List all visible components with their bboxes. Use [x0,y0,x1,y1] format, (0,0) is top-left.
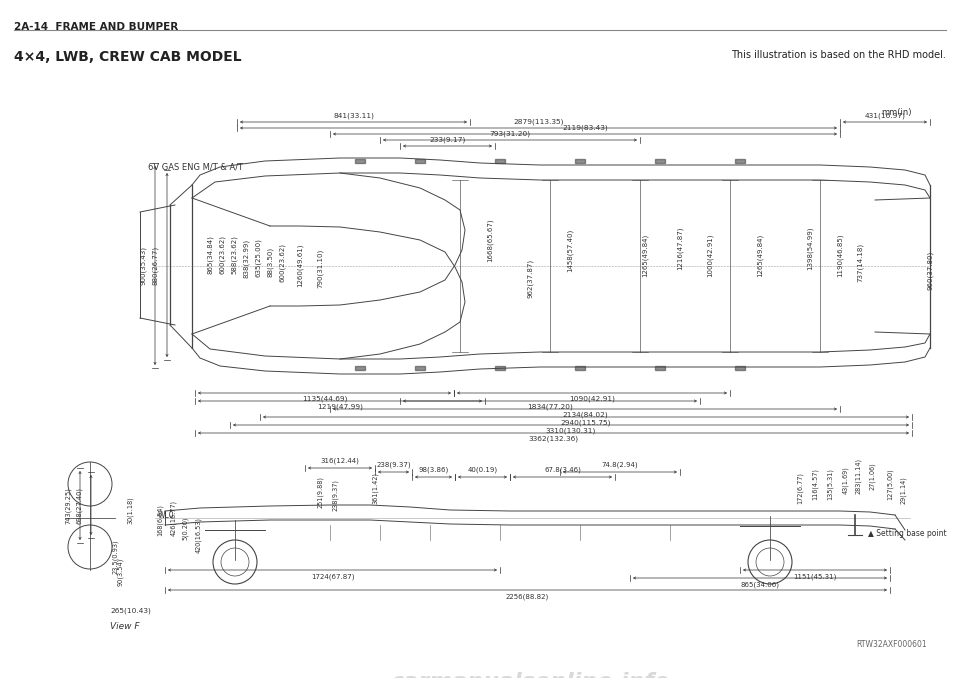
Text: 98(3.86): 98(3.86) [419,466,448,473]
Text: 2134(84.02): 2134(84.02) [563,412,608,418]
Text: 1398(54.99): 1398(54.99) [806,226,813,270]
Text: 88(3.50): 88(3.50) [267,247,274,277]
Text: 127(5.00): 127(5.00) [887,468,893,500]
Text: 420(16.53): 420(16.53) [195,517,202,553]
Text: 600(23.62): 600(23.62) [219,235,226,275]
Text: 2256(88.82): 2256(88.82) [506,593,549,599]
Text: 1090(42.91): 1090(42.91) [569,396,615,403]
Text: ▲ Setting base point: ▲ Setting base point [868,528,947,538]
Bar [575,366,585,370]
Text: 116(4.57): 116(4.57) [812,468,818,500]
Text: 6V GAS ENG M/T & A/T: 6V GAS ENG M/T & A/T [148,162,243,171]
Text: 1668(65.67): 1668(65.67) [487,218,493,262]
Text: 790(31.10): 790(31.10) [317,248,324,287]
Text: 600(23.62): 600(23.62) [278,243,285,281]
Text: mm(in): mm(in) [881,108,912,117]
Bar [655,159,665,163]
Bar [655,366,665,370]
Text: 2A-14  FRAME AND BUMPER: 2A-14 FRAME AND BUMPER [14,22,179,32]
Bar [415,159,425,163]
Text: 1260(49.61): 1260(49.61) [297,243,303,287]
Text: 29(1.14): 29(1.14) [900,476,906,504]
Text: RTW32AXF000601: RTW32AXF000601 [856,640,926,649]
Text: This illustration is based on the RHD model.: This illustration is based on the RHD mo… [732,50,946,60]
Text: 635(25.00): 635(25.00) [254,239,261,277]
Text: 426(16.77): 426(16.77) [170,500,177,536]
Bar [415,366,425,370]
Text: carmanualsonline.info: carmanualsonline.info [391,672,670,678]
Text: 23.5(0.93): 23.5(0.93) [111,540,118,574]
Text: 172(6.77): 172(6.77) [797,472,804,504]
Text: 135(5.31): 135(5.31) [827,468,833,500]
Text: 698(27.40): 698(27.40) [76,487,83,523]
Text: 5(0.20): 5(0.20) [181,517,188,540]
Bar [495,366,505,370]
Text: 1000(42.91): 1000(42.91) [707,233,713,277]
Bar [735,366,745,370]
Text: 1219(47.99): 1219(47.99) [317,404,363,410]
Text: 1151(45.31): 1151(45.31) [793,573,837,580]
Text: 265(10.43): 265(10.43) [110,607,151,614]
Text: 865(34.84): 865(34.84) [206,235,213,275]
Text: 251(9.88): 251(9.88) [317,476,324,508]
Text: 841(33.11): 841(33.11) [333,113,374,119]
Text: 1190(46.85): 1190(46.85) [837,233,843,277]
Text: 588(23.62): 588(23.62) [230,235,237,275]
Bar [355,159,365,163]
Text: 168(6.54): 168(6.54) [156,504,163,536]
Text: 960(37.80): 960(37.80) [926,250,933,290]
Text: 962(37.87): 962(37.87) [527,258,533,298]
Text: 27(1.06): 27(1.06) [869,462,876,490]
Text: 238(9.37): 238(9.37) [332,479,338,511]
Text: 40(0.19): 40(0.19) [468,466,497,473]
Text: 2119(83.43): 2119(83.43) [563,125,608,131]
Text: 880(26.77): 880(26.77) [152,245,158,285]
Bar [495,159,505,163]
Text: 74.8(2.94): 74.8(2.94) [602,462,638,468]
Text: 431(16.97): 431(16.97) [865,113,905,119]
Text: 1265(49.84): 1265(49.84) [641,233,648,277]
Text: 737(14.18): 737(14.18) [856,243,863,281]
Text: 1724(67.87): 1724(67.87) [311,573,354,580]
Text: 1265(49.84): 1265(49.84) [756,233,763,277]
Bar [735,159,745,163]
Text: 67.8(3.46): 67.8(3.46) [544,466,581,473]
Text: 2879(113.35): 2879(113.35) [514,119,564,125]
Text: 900(35.43): 900(35.43) [140,246,146,285]
Text: 316(12.44): 316(12.44) [321,458,359,464]
Text: 4×4, LWB, CREW CAB MODEL: 4×4, LWB, CREW CAB MODEL [14,50,242,64]
Text: 743(29.25): 743(29.25) [64,487,71,524]
Text: 1834(77.20): 1834(77.20) [527,404,573,410]
Text: 90(3.54): 90(3.54) [117,558,123,586]
Text: 3362(132.36): 3362(132.36) [528,436,579,443]
Text: 838(32.99): 838(32.99) [243,239,250,277]
Text: 1216(47.87): 1216(47.87) [677,226,684,270]
Text: 30(1.18): 30(1.18) [127,496,133,524]
Bar [355,366,365,370]
Text: WL0: WL0 [158,511,175,521]
Text: 233(9.17): 233(9.17) [429,136,466,143]
Text: 43(1.69): 43(1.69) [842,466,849,494]
Text: 361(1.42): 361(1.42) [372,472,378,504]
Text: 283(11.14): 283(11.14) [854,458,861,494]
Bar [575,159,585,163]
Text: 793(31.20): 793(31.20) [490,130,531,137]
Text: 3310(130.31): 3310(130.31) [546,428,596,435]
Text: 1458(57.40): 1458(57.40) [566,228,573,272]
Text: 238(9.37): 238(9.37) [376,462,411,468]
Text: View F: View F [110,622,139,631]
Text: 865(34.06): 865(34.06) [740,581,780,588]
Text: 1135(44.69): 1135(44.69) [301,396,348,403]
Text: 2940(115.75): 2940(115.75) [561,420,612,426]
